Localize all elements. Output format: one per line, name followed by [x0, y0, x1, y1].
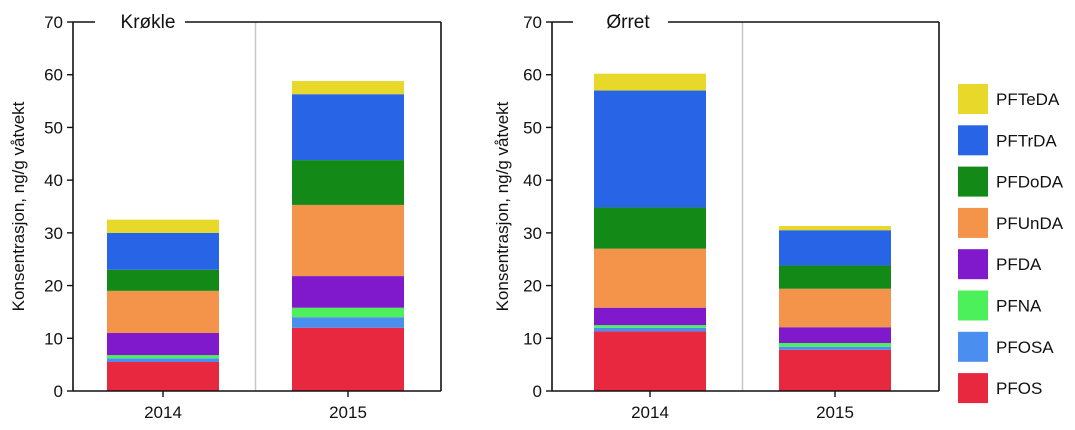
chart-title: Ørret — [606, 12, 650, 33]
chart-title: Krøkle — [121, 12, 176, 33]
y-tick-label: 30 — [523, 224, 542, 243]
legend-label-pfos: PFOS — [996, 379, 1042, 398]
bar-segment-pfna-2014 — [107, 355, 219, 359]
legend-label-pfosa: PFOSA — [996, 338, 1054, 357]
bar-segment-pfteda-2014 — [594, 73, 706, 91]
legend-label-pfna: PFNA — [996, 297, 1042, 316]
bar-segment-pfda-2015 — [779, 327, 891, 344]
legend-item-pfos: PFOS — [958, 373, 1042, 404]
bar-segment-pftrda-2015 — [292, 94, 404, 161]
bar-segment-pfdoda-2015 — [292, 160, 404, 205]
y-tick-label: 70 — [523, 13, 542, 32]
legend-label-pfda: PFDA — [996, 255, 1042, 274]
legend-swatch-pfna — [958, 290, 988, 321]
bar-segment-pfda-2015 — [292, 276, 404, 308]
legend-item-pfda: PFDA — [958, 249, 1042, 280]
y-tick-label: 0 — [533, 382, 542, 401]
y-tick-label: 30 — [44, 224, 63, 243]
y-tick-label: 40 — [44, 171, 63, 190]
bar-segment-pfdoda-2014 — [107, 269, 219, 291]
bar-segment-pfosa-2015 — [292, 317, 404, 328]
y-tick-label: 50 — [44, 118, 63, 137]
bar-segment-pfna-2015 — [292, 307, 404, 318]
bar-segment-pfos-2015 — [779, 349, 891, 391]
legend-swatch-pfteda — [958, 84, 988, 114]
bar-segment-pfunda-2014 — [594, 248, 706, 308]
bar-segment-pftrda-2014 — [107, 232, 219, 270]
legend-swatch-pfdoda — [958, 166, 988, 197]
legend-swatch-pfunda — [958, 207, 988, 238]
bar-segment-pfda-2014 — [107, 333, 219, 356]
bar-segment-pfunda-2014 — [107, 290, 219, 334]
bar-segment-pfos-2014 — [107, 362, 219, 391]
legend-label-pfteda: PFTeDA — [996, 90, 1060, 109]
legend-label-pftrda: PFTrDA — [996, 131, 1057, 150]
bar-segment-pfunda-2015 — [292, 204, 404, 277]
x-tick-label: 2015 — [816, 403, 854, 422]
chart-panel-krokle: 0 10 20 30 40 50 60 70 2014 2015 Krøkle Konsentrasj… — [9, 12, 442, 422]
x-tick-label: 2014 — [144, 403, 182, 422]
y-tick-label: 40 — [523, 171, 542, 190]
legend-item-pfteda: PFTeDA — [958, 84, 1060, 114]
y-tick-label: 60 — [523, 66, 542, 85]
y-tick-label: 60 — [44, 66, 63, 85]
y-tick-label: 10 — [523, 329, 542, 348]
bar-segment-pfosa-2014 — [594, 327, 706, 332]
legend-swatch-pfda — [958, 249, 988, 280]
y-tick-label: 10 — [44, 329, 63, 348]
legend-swatch-pfos — [958, 373, 988, 404]
bar-segment-pftrda-2015 — [779, 230, 891, 266]
legend-swatch-pftrda — [958, 125, 988, 156]
legend-label-pfdoda: PFDoDA — [996, 173, 1064, 192]
bar-segment-pfdoda-2014 — [594, 207, 706, 249]
y-tick-label: 20 — [523, 277, 542, 296]
bar-segment-pfteda-2015 — [292, 81, 404, 95]
bar-segment-pfosa-2014 — [107, 358, 219, 363]
y-tick-label: 0 — [54, 382, 63, 401]
bar-segment-pfdoda-2015 — [779, 265, 891, 289]
bar-segment-pfos-2015 — [292, 327, 404, 391]
legend-item-pfosa: PFOSA — [958, 331, 1054, 362]
x-tick-label: 2015 — [329, 403, 367, 422]
bar-segment-pfteda-2014 — [107, 219, 219, 233]
bar-segment-pfteda-2015 — [779, 226, 891, 231]
legend-item-pfna: PFNA — [958, 290, 1042, 321]
bar-segment-pftrda-2014 — [594, 90, 706, 208]
bar-segment-pfda-2014 — [594, 307, 706, 326]
legend-item-pfunda: PFUnDA — [958, 207, 1064, 238]
legend-item-pftrda: PFTrDA — [958, 125, 1057, 156]
x-tick-label: 2014 — [631, 403, 669, 422]
chart-panel-orret: 0 10 20 30 40 50 60 70 2014 2015 Ørret Konsentrasjo… — [493, 12, 940, 422]
bar-segment-pfna-2014 — [594, 325, 706, 328]
bar-segment-pfos-2014 — [594, 331, 706, 391]
y-tick-label: 70 — [44, 13, 63, 32]
legend-label-pfunda: PFUnDA — [996, 214, 1064, 233]
legend: PFTeDA PFTrDA PFDoDA PFUnDA PFDA PFNA PFOSA PFO… — [958, 84, 1064, 404]
bar-segment-pfosa-2015 — [779, 346, 891, 350]
y-tick-label: 50 — [523, 118, 542, 137]
legend-item-pfdoda: PFDoDA — [958, 166, 1064, 197]
y-tick-label: 20 — [44, 277, 63, 296]
y-axis-label: Konsentrasjon, ng/g våtvekt — [9, 101, 28, 311]
legend-swatch-pfosa — [958, 331, 988, 362]
y-axis-label: Konsentrasjon, ng/g våtvekt — [493, 101, 512, 311]
bar-segment-pfunda-2015 — [779, 288, 891, 328]
bar-segment-pfna-2015 — [779, 343, 891, 347]
